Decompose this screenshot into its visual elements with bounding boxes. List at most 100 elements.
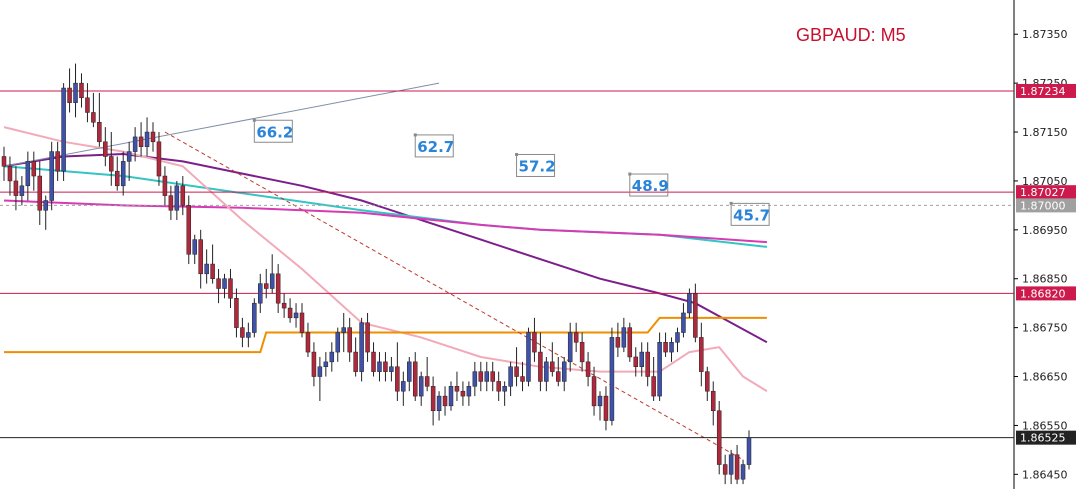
candle-96: [567, 322, 573, 372]
candle-45: [263, 268, 269, 299]
candle-body: [550, 361, 555, 372]
level-badge-bg: [1016, 185, 1076, 200]
candle-69: [407, 356, 412, 392]
candle-body: [329, 351, 335, 363]
candle-74: [436, 391, 442, 421]
candle-71: [418, 371, 424, 406]
price-axis: 1.873501.872501.871501.870501.869501.868…: [1014, 28, 1076, 481]
candle-21: [120, 151, 126, 196]
candle-body: [31, 161, 37, 177]
candle-body: [627, 327, 633, 358]
candle-31: [180, 176, 186, 216]
annotation-anchor: [252, 118, 256, 122]
candle-body: [597, 395, 603, 407]
annotations: 66.2 62.7 57.2 48.9 45.7: [252, 118, 770, 226]
candle-body: [299, 312, 305, 333]
candle-1: [1, 146, 7, 181]
annotation-anchor: [628, 172, 632, 176]
candle-body: [210, 263, 215, 279]
candle-body: [186, 205, 192, 255]
level-badge-bg: [1016, 83, 1076, 98]
candle-118: [699, 322, 704, 387]
candle-47: [275, 264, 281, 313]
candle-body: [341, 327, 346, 333]
candle-87: [514, 347, 519, 387]
annotation-text: 45.7: [733, 206, 770, 224]
candle-body: [395, 366, 400, 392]
candle-body: [168, 195, 174, 211]
candle-94: [556, 356, 561, 387]
annotation-box: [730, 202, 770, 226]
level-badge-text: 1.87234: [1020, 85, 1066, 98]
candle-107: [633, 347, 639, 377]
candle-body: [407, 361, 412, 382]
candle-100: [591, 366, 597, 416]
candle-110: [651, 356, 656, 401]
candle-83: [490, 361, 495, 392]
candle-body: [496, 381, 501, 392]
candle-body: [263, 283, 269, 289]
annotation-anchor: [413, 133, 417, 137]
candle-body: [132, 136, 138, 152]
candle-86: [508, 361, 513, 397]
candle-body: [424, 376, 430, 387]
candle-body: [55, 151, 60, 172]
candle-body: [544, 361, 549, 382]
candle-65: [383, 352, 388, 382]
candle-body: [418, 376, 424, 397]
candle-17: [97, 92, 102, 147]
candle-body: [25, 161, 31, 187]
candle-body: [436, 395, 442, 412]
candle-28: [162, 166, 168, 206]
candle-body: [61, 87, 66, 172]
candle-body: [675, 332, 680, 343]
candle-body: [746, 437, 752, 465]
candle-body: [222, 278, 227, 289]
candle-body: [401, 381, 406, 392]
annotation-5: 45.7: [729, 201, 770, 226]
y-tick-label: 1.86950: [1022, 224, 1068, 237]
candle-body: [448, 386, 454, 407]
candle-36: [210, 244, 215, 284]
candle-23: [132, 127, 138, 162]
candle-30: [174, 180, 180, 221]
candle-body: [79, 82, 84, 99]
candle-body: [615, 337, 621, 348]
annotation-text: 66.2: [256, 123, 293, 141]
candle-108: [639, 342, 644, 377]
candle-40: [234, 288, 239, 338]
candle-body: [269, 273, 275, 289]
candle-body: [389, 366, 394, 372]
candle-112: [663, 332, 668, 357]
y-tick-label: 1.87050: [1022, 175, 1068, 188]
candle-body: [287, 307, 293, 319]
candle-105: [621, 317, 627, 353]
annotation-1: 66.2: [252, 118, 293, 143]
candle-115: [681, 303, 686, 338]
candle-34: [198, 229, 203, 289]
candle-body: [49, 151, 54, 201]
annotation-anchor: [515, 152, 519, 156]
candle-93: [550, 342, 555, 377]
candle-body: [538, 351, 543, 382]
candle-117: [693, 283, 698, 343]
candle-body: [174, 185, 180, 211]
candle-body: [258, 283, 263, 304]
candle-113: [669, 337, 674, 362]
candle-body: [91, 112, 96, 123]
annotation-text: 62.7: [417, 138, 454, 156]
candle-101: [597, 391, 603, 421]
candle-38: [222, 273, 227, 299]
candle-50: [293, 303, 299, 328]
level-badge-bg: [1016, 286, 1076, 301]
candle-13: [73, 63, 78, 118]
candle-body: [502, 386, 507, 392]
candle-body: [353, 351, 358, 372]
level-badge-1: 1.87234: [1016, 83, 1076, 98]
candle-body: [722, 464, 728, 475]
candle-body: [19, 185, 25, 196]
candle-59: [347, 317, 352, 362]
candle-109: [645, 342, 650, 387]
candle-18: [103, 127, 108, 167]
